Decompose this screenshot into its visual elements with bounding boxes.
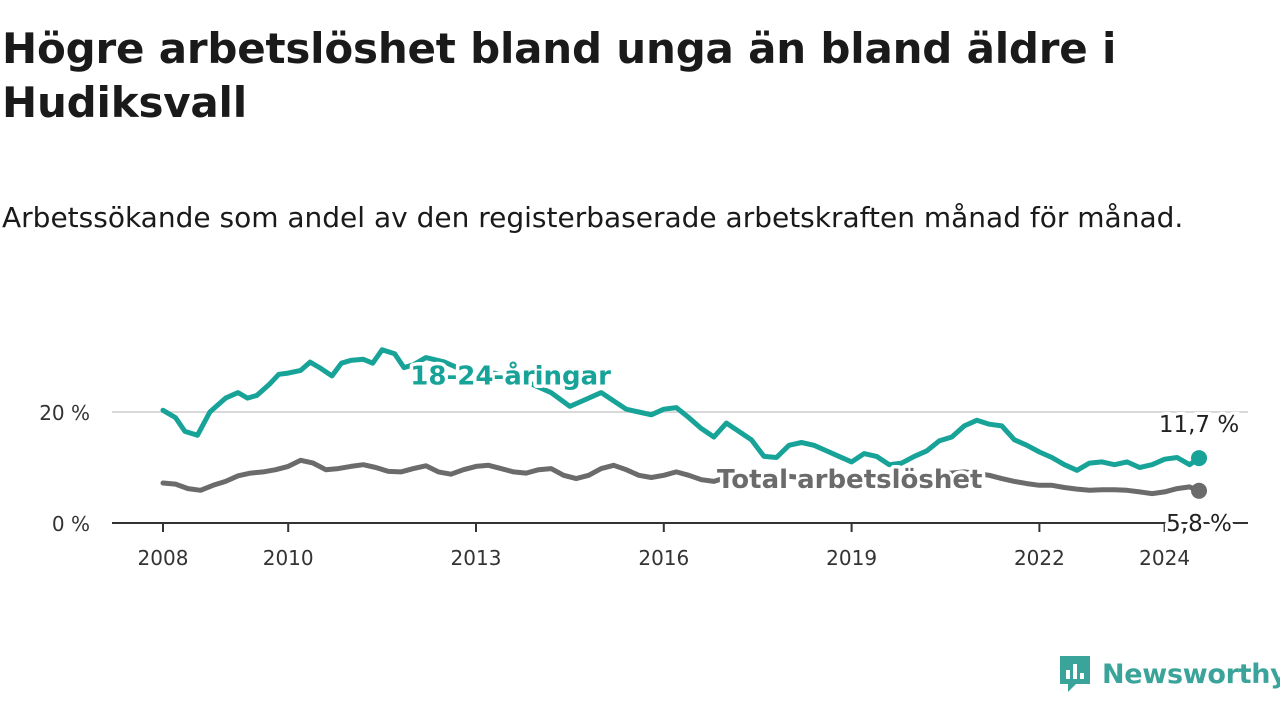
y-tick-label: 0 % (52, 512, 90, 536)
series-line (160, 347, 1202, 473)
chart-title: Högre arbetslöshet bland unga än bland ä… (2, 24, 1117, 127)
x-tick-label: 2022 (1014, 546, 1065, 570)
newsworthy-logo-icon (1060, 656, 1090, 692)
x-tick-label: 2024 (1139, 546, 1190, 570)
series-end-marker (1191, 482, 1208, 499)
x-tick-label: 2016 (638, 546, 689, 570)
series-layer (160, 347, 1208, 499)
series-end-label: 5,8 % (1166, 511, 1232, 537)
series-end-label: 11,7 % (1159, 412, 1239, 438)
newsworthy-brand: Newsworthy (1058, 654, 1280, 694)
brand-name: Newsworthy (1102, 658, 1280, 690)
series-line (160, 457, 1202, 497)
x-tick-label: 2010 (263, 546, 314, 570)
chart-subtitle: Arbetssökande som andel av den registerb… (2, 201, 1184, 234)
label-layer: 11,7 % 5,8 % 18-24-åringar Total arbetslösh… (407, 356, 1242, 540)
series-end-marker (1191, 450, 1208, 467)
x-tick-label: 2019 (826, 546, 877, 570)
series-name-label: 18-24-åringar (410, 359, 611, 391)
series-name-label: Total arbetslöshet (717, 465, 982, 495)
y-tick-label: 20 % (39, 401, 90, 425)
axis-layer: 0 % 20 % 2008 2010 2013 2016 2019 2022 2024 (39, 401, 1248, 570)
x-tick-label: 2008 (138, 546, 189, 570)
x-tick-label: 2013 (451, 546, 502, 570)
